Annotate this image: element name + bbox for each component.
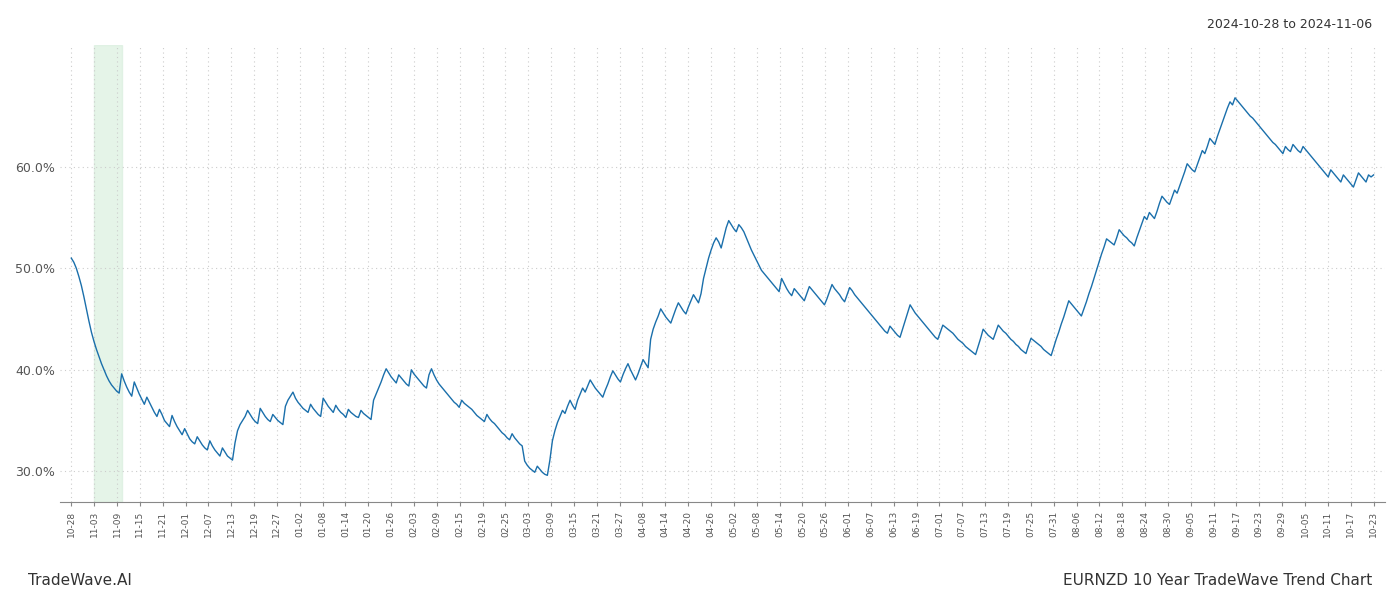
Bar [94,45,122,502]
Text: EURNZD 10 Year TradeWave Trend Chart: EURNZD 10 Year TradeWave Trend Chart [1063,573,1372,588]
Text: 2024-10-28 to 2024-11-06: 2024-10-28 to 2024-11-06 [1207,18,1372,31]
Text: TradeWave.AI: TradeWave.AI [28,573,132,588]
